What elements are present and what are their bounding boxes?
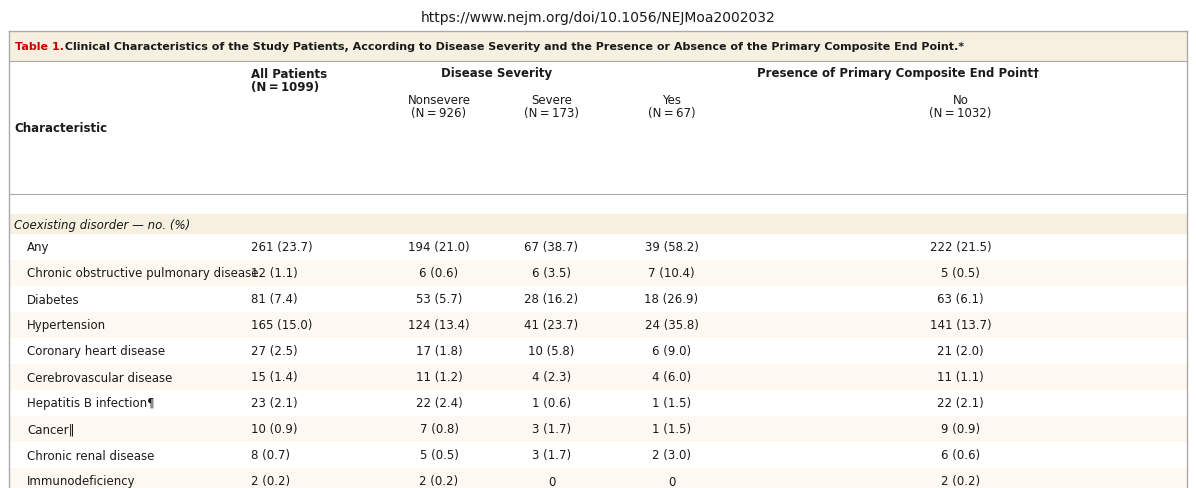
Text: Presence of Primary Composite End Point†: Presence of Primary Composite End Point† [757,67,1039,81]
Text: 1 (1.5): 1 (1.5) [652,423,691,436]
Text: 23 (2.1): 23 (2.1) [251,397,298,409]
Text: 11 (1.2): 11 (1.2) [416,371,463,384]
Text: 12 (1.1): 12 (1.1) [251,267,298,280]
Text: 10 (0.9): 10 (0.9) [251,423,298,436]
Text: 165 (15.0): 165 (15.0) [251,319,312,332]
Text: 124 (13.4): 124 (13.4) [408,319,470,332]
Text: 7 (0.8): 7 (0.8) [420,423,458,436]
Bar [10,195,1186,215]
Text: 1 (1.5): 1 (1.5) [652,397,691,409]
Text: 18 (26.9): 18 (26.9) [645,293,698,306]
Text: Diabetes: Diabetes [28,293,80,306]
Text: 6 (0.6): 6 (0.6) [941,448,980,462]
Text: Yes: Yes [663,93,681,106]
Text: 22 (2.4): 22 (2.4) [416,397,463,409]
Text: Chronic obstructive pulmonary disease: Chronic obstructive pulmonary disease [28,267,258,280]
Text: All Patients: All Patients [251,67,328,81]
Text: 0: 0 [548,474,555,488]
Text: (N = 926): (N = 926) [411,107,466,120]
Text: 67 (38.7): 67 (38.7) [525,241,579,254]
Text: 6 (3.5): 6 (3.5) [532,267,570,280]
Text: 17 (1.8): 17 (1.8) [416,345,463,358]
Bar [10,312,1186,338]
Text: 141 (13.7): 141 (13.7) [929,319,991,332]
Text: (N = 173): (N = 173) [524,107,579,120]
Text: Immunodeficiency: Immunodeficiency [28,474,135,488]
Text: Nonsevere: Nonsevere [408,93,470,106]
Bar [10,261,1186,286]
Bar [10,32,1186,62]
Text: Disease Severity: Disease Severity [441,67,553,81]
Text: 2 (0.2): 2 (0.2) [941,474,980,488]
Text: 222 (21.5): 222 (21.5) [929,241,991,254]
Text: Chronic renal disease: Chronic renal disease [28,448,154,462]
Text: Characteristic: Characteristic [14,122,108,135]
Text: 194 (21.0): 194 (21.0) [408,241,470,254]
Text: Cerebrovascular disease: Cerebrovascular disease [28,371,172,384]
Text: 81 (7.4): 81 (7.4) [251,293,298,306]
Text: Clinical Characteristics of the Study Patients, According to Disease Severity an: Clinical Characteristics of the Study Pa… [61,42,964,52]
Text: Hypertension: Hypertension [28,319,106,332]
Text: 5 (0.5): 5 (0.5) [420,448,458,462]
Text: 22 (2.1): 22 (2.1) [938,397,984,409]
Text: Coexisting disorder — no. (%): Coexisting disorder — no. (%) [14,218,190,231]
Text: Cancer‖: Cancer‖ [28,423,74,436]
Text: No: No [952,93,969,106]
Text: Hepatitis B infection¶: Hepatitis B infection¶ [28,397,154,409]
Text: 1 (0.6): 1 (0.6) [532,397,570,409]
Text: 9 (0.9): 9 (0.9) [941,423,980,436]
Bar [10,62,1186,195]
Bar [10,338,1186,364]
Text: Severe: Severe [531,93,572,106]
Text: 10 (5.8): 10 (5.8) [529,345,575,358]
Bar [10,468,1186,488]
Text: (N = 67): (N = 67) [648,107,695,120]
Text: 2 (0.2): 2 (0.2) [420,474,458,488]
Text: 24 (35.8): 24 (35.8) [645,319,698,332]
Text: 4 (6.0): 4 (6.0) [652,371,691,384]
Text: 11 (1.1): 11 (1.1) [938,371,984,384]
Text: 6 (9.0): 6 (9.0) [652,345,691,358]
Text: 2 (0.2): 2 (0.2) [251,474,291,488]
Text: Any: Any [28,241,49,254]
Bar [10,390,1186,416]
Text: 4 (2.3): 4 (2.3) [532,371,570,384]
Text: 3 (1.7): 3 (1.7) [532,448,570,462]
Text: 53 (5.7): 53 (5.7) [416,293,462,306]
Bar [10,442,1186,468]
Text: 63 (6.1): 63 (6.1) [938,293,984,306]
Bar [10,286,1186,312]
Text: 6 (0.6): 6 (0.6) [420,267,458,280]
Text: (N = 1099): (N = 1099) [251,81,319,94]
Text: Coronary heart disease: Coronary heart disease [28,345,165,358]
Bar [10,364,1186,390]
Text: 21 (2.0): 21 (2.0) [938,345,984,358]
Text: 41 (23.7): 41 (23.7) [524,319,579,332]
Text: 261 (23.7): 261 (23.7) [251,241,312,254]
Text: 8 (0.7): 8 (0.7) [251,448,289,462]
Text: 15 (1.4): 15 (1.4) [251,371,298,384]
Text: 28 (16.2): 28 (16.2) [524,293,579,306]
Text: 5 (0.5): 5 (0.5) [941,267,980,280]
Text: 2 (3.0): 2 (3.0) [652,448,691,462]
Text: https://www.nejm.org/doi/10.1056/NEJMoa2002032: https://www.nejm.org/doi/10.1056/NEJMoa2… [421,11,775,25]
Text: 27 (2.5): 27 (2.5) [251,345,298,358]
Text: 39 (58.2): 39 (58.2) [645,241,698,254]
Bar [10,416,1186,442]
Text: 3 (1.7): 3 (1.7) [532,423,570,436]
Bar [10,235,1186,261]
Text: 7 (10.4): 7 (10.4) [648,267,695,280]
Bar [10,215,1186,235]
Text: 0: 0 [667,474,676,488]
Text: (N = 1032): (N = 1032) [929,107,991,120]
Text: Table 1.: Table 1. [16,42,63,52]
